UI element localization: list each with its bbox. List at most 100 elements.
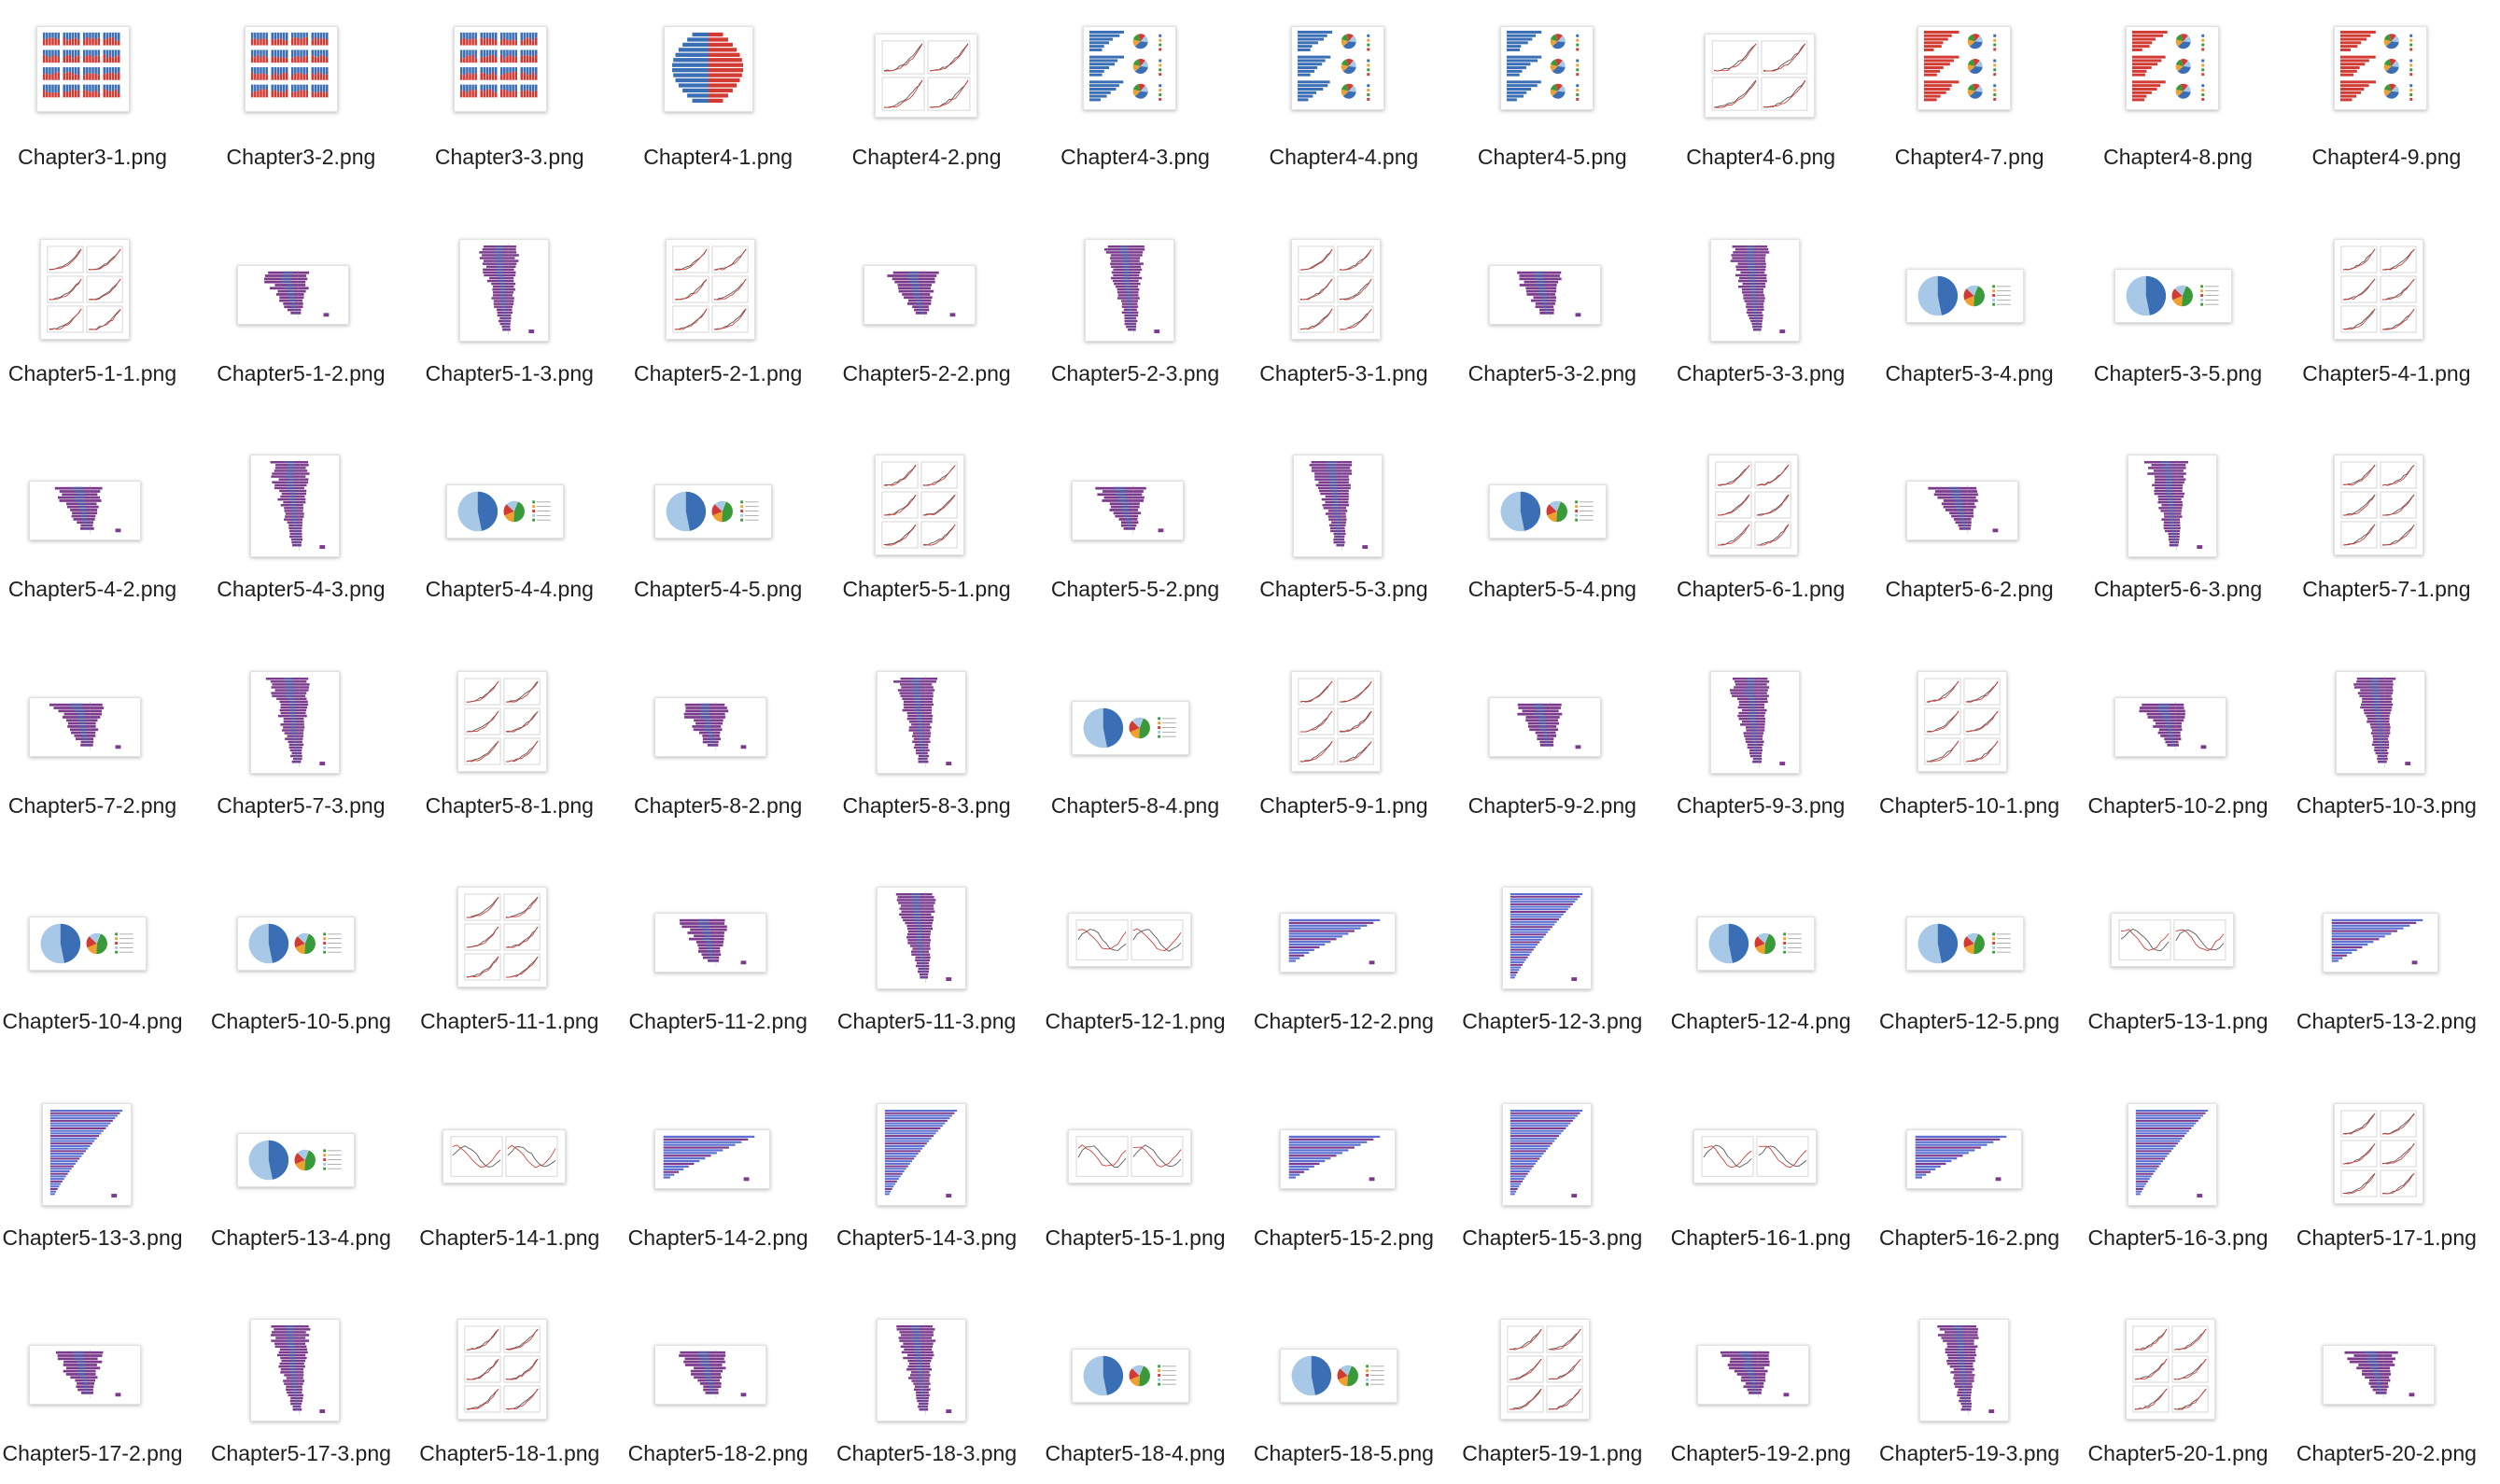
file-item[interactable]: Chapter5-17-3.png [196,1296,405,1484]
file-item[interactable]: Chapter5-18-5.png [1239,1296,1448,1484]
file-item[interactable]: Chapter5-9-3.png [1656,649,1865,865]
file-name-label[interactable]: Chapter5-9-2.png [1468,792,1636,818]
file-thumbnail[interactable] [458,238,549,342]
file-thumbnail[interactable] [654,696,767,757]
file-name-label[interactable]: Chapter5-2-2.png [842,360,1011,385]
file-thumbnail[interactable] [1291,26,1385,110]
file-item[interactable]: Chapter5-10-2.png [2073,649,2282,865]
file-item[interactable]: Chapter5-10-1.png [1865,649,2074,865]
file-name-label[interactable]: Chapter5-3-5.png [2093,360,2263,385]
file-item[interactable]: Chapter5-16-1.png [1656,1081,1865,1297]
file-name-label[interactable]: Chapter5-3-3.png [1677,360,1846,385]
file-name-label[interactable]: Chapter5-15-3.png [1462,1225,1643,1250]
file-name-label[interactable]: Chapter3-2.png [226,145,376,169]
file-item[interactable]: Chapter4-7.png [1865,0,2074,217]
file-item[interactable]: Chapter5-1-1.png [0,217,197,433]
file-thumbnail[interactable] [2336,670,2426,774]
file-name-label[interactable]: Chapter5-12-4.png [1670,1009,1851,1033]
file-thumbnail[interactable] [1905,917,2024,971]
file-item[interactable]: Chapter5-20-1.png [2073,1296,2282,1484]
file-item[interactable]: Chapter5-16-2.png [1865,1081,2074,1297]
file-name-label[interactable]: Chapter4-9.png [2311,145,2462,169]
file-thumbnail[interactable] [29,917,147,971]
file-thumbnail[interactable] [863,264,976,325]
file-thumbnail[interactable] [1905,481,2018,540]
file-item[interactable]: Chapter5-18-4.png [1031,1296,1240,1484]
file-name-label[interactable]: Chapter5-17-3.png [210,1441,391,1465]
file-name-label[interactable]: Chapter5-9-1.png [1259,792,1428,818]
file-name-label[interactable]: Chapter5-1-2.png [217,360,386,385]
file-thumbnail[interactable] [2114,696,2226,757]
file-item[interactable]: Chapter4-8.png [2073,0,2282,217]
file-thumbnail[interactable] [876,1319,966,1421]
file-item[interactable]: Chapter5-14-2.png [613,1081,822,1297]
file-thumbnail[interactable] [1705,34,1816,118]
file-item[interactable]: Chapter5-17-1.png [2282,1081,2491,1297]
file-item[interactable]: Chapter4-5.png [1448,0,1657,217]
file-item[interactable]: Chapter5-13-4.png [196,1081,405,1297]
file-thumbnail[interactable] [654,1128,771,1189]
file-item[interactable]: Chapter5-8-1.png [405,649,614,865]
file-name-label[interactable]: Chapter5-10-5.png [210,1009,391,1033]
file-name-label[interactable]: Chapter5-20-2.png [2296,1441,2477,1465]
file-name-label[interactable]: Chapter5-11-1.png [420,1009,599,1033]
file-item[interactable]: Chapter5-6-1.png [1656,432,1865,649]
file-item[interactable]: Chapter5-20-2.png [2282,1296,2491,1484]
file-thumbnail[interactable] [456,670,547,772]
file-name-label[interactable]: Chapter5-10-3.png [2296,792,2477,818]
file-item[interactable]: Chapter5-12-5.png [1865,864,2074,1081]
file-thumbnail[interactable] [2323,913,2439,973]
file-name-label[interactable]: Chapter4-2.png [851,145,1002,169]
file-item[interactable]: Chapter3-2.png [196,0,405,217]
file-thumbnail[interactable] [2114,268,2232,323]
file-name-label[interactable]: Chapter5-6-2.png [1885,577,2054,601]
file-item[interactable]: Chapter5-15-1.png [1031,1081,1240,1297]
file-name-label[interactable]: Chapter5-10-2.png [2087,792,2268,818]
file-name-label[interactable]: Chapter5-16-2.png [1879,1225,2060,1250]
file-thumbnail[interactable] [1499,1319,1590,1420]
file-item[interactable]: Chapter5-14-1.png [405,1081,614,1297]
file-thumbnail[interactable] [1072,481,1184,540]
file-thumbnail[interactable] [40,238,130,340]
file-name-label[interactable]: Chapter5-4-4.png [425,577,594,601]
file-thumbnail[interactable] [237,264,350,325]
file-item[interactable]: Chapter4-2.png [822,0,1032,217]
file-item[interactable]: Chapter5-11-1.png [405,864,614,1081]
file-name-label[interactable]: Chapter5-5-3.png [1259,577,1428,601]
file-item[interactable]: Chapter5-3-3.png [1656,217,1865,433]
file-item[interactable]: Chapter5-16-3.png [2073,1081,2282,1297]
file-item[interactable]: Chapter5-8-4.png [1031,649,1240,865]
file-name-label[interactable]: Chapter5-8-4.png [1050,792,1220,818]
file-item[interactable]: Chapter5-15-2.png [1239,1081,1448,1297]
file-thumbnail[interactable] [2334,1102,2424,1204]
file-item[interactable]: Chapter5-12-2.png [1239,864,1448,1081]
file-thumbnail[interactable] [453,26,547,112]
file-name-label[interactable]: Chapter5-5-2.png [1050,577,1220,601]
file-name-label[interactable]: Chapter5-10-1.png [1879,792,2060,818]
file-thumbnail[interactable] [250,1319,341,1421]
file-name-label[interactable]: Chapter5-11-2.png [628,1009,808,1033]
file-item[interactable]: Chapter5-9-1.png [1239,649,1448,865]
file-thumbnail[interactable] [654,484,773,539]
file-item[interactable]: Chapter5-13-3.png [0,1081,197,1297]
file-name-label[interactable]: Chapter5-13-3.png [2,1225,183,1250]
file-item[interactable]: Chapter5-18-3.png [822,1296,1032,1484]
file-name-label[interactable]: Chapter5-3-1.png [1259,360,1428,385]
file-thumbnail[interactable] [2334,455,2424,555]
file-thumbnail[interactable] [1905,268,2024,323]
file-thumbnail[interactable] [1488,264,1601,325]
file-name-label[interactable]: Chapter5-7-1.png [2302,577,2471,601]
file-thumbnail[interactable] [1280,1349,1398,1403]
file-name-label[interactable]: Chapter4-7.png [1894,145,2044,169]
file-item[interactable]: Chapter5-3-4.png [1865,217,2074,433]
file-name-label[interactable]: Chapter5-4-5.png [634,577,803,601]
file-item[interactable]: Chapter5-2-1.png [613,217,822,433]
file-name-label[interactable]: Chapter4-6.png [1686,145,1836,169]
file-item[interactable]: Chapter5-4-4.png [405,432,614,649]
file-item[interactable]: Chapter5-5-4.png [1448,432,1657,649]
file-item[interactable]: Chapter4-6.png [1656,0,1865,217]
file-name-label[interactable]: Chapter5-19-2.png [1670,1441,1851,1465]
file-thumbnail[interactable] [1697,917,1816,971]
file-item[interactable]: Chapter4-4.png [1239,0,1448,217]
file-item[interactable]: Chapter5-19-3.png [1865,1296,2074,1484]
